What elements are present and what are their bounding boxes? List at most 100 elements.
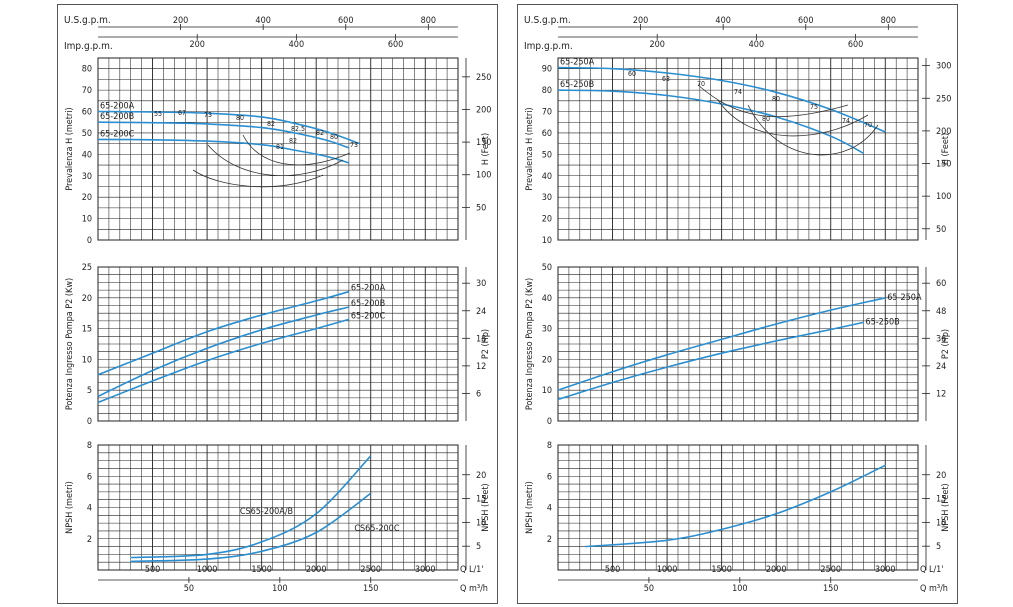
head-ytick-label: 40 xyxy=(542,172,552,182)
head-ft-tick-label: 50 xyxy=(476,203,486,213)
npsh-ft-tick-label: 15 xyxy=(936,495,946,505)
efficiency-label: 82.5 xyxy=(291,125,305,133)
head-series-label: 65-200B xyxy=(100,112,134,122)
npsh-ylabel: NPSH (metri) xyxy=(65,481,75,534)
efficiency-label: 80 xyxy=(762,115,770,123)
npsh-ytick-label: 8 xyxy=(547,441,552,451)
head-ft-tick-label: 200 xyxy=(936,127,951,137)
npsh-frame xyxy=(557,444,919,571)
head-ylabel: Prevalenza H (metri) xyxy=(525,107,535,190)
efficiency-label: 73 xyxy=(204,111,212,119)
power-hp-tick-label: 30 xyxy=(476,279,486,289)
npsh-ytick-label: 2 xyxy=(547,535,552,545)
m3h-tick-label: 50 xyxy=(184,584,194,594)
power-ytick-label: 50 xyxy=(542,263,552,273)
impgpm-tick-label: 200 xyxy=(649,40,664,50)
power-hp-tick-label: 12 xyxy=(936,389,946,399)
npsh-ft-tick-label: 20 xyxy=(936,471,946,481)
m3h-tick-label: 150 xyxy=(363,584,378,594)
head-series-line xyxy=(97,110,361,145)
efficiency-label: 73 xyxy=(350,141,358,149)
head-ylabel: Prevalenza H (metri) xyxy=(65,107,75,190)
power-series-line xyxy=(557,321,864,401)
power-ytick-label: 10 xyxy=(542,386,552,396)
impgpm-axis-label: Imp.g.p.m. xyxy=(64,41,113,52)
head-ytick-label: 70 xyxy=(82,86,92,96)
head-ft-tick-label: 250 xyxy=(476,73,491,83)
usgpm-tick-label: 800 xyxy=(881,16,896,26)
head-ytick-label: 20 xyxy=(82,193,92,203)
head-ft-tick-label: 250 xyxy=(936,94,951,104)
npsh-ytick-label: 2 xyxy=(87,535,92,545)
power-series-label: 65-200B xyxy=(351,299,385,309)
head-ytick-label: 50 xyxy=(542,150,552,160)
impgpm-tick-label: 400 xyxy=(749,40,764,50)
head-series-line xyxy=(97,121,350,149)
impgpm-tick-label: 200 xyxy=(189,40,204,50)
efficiency-label: 82 xyxy=(289,137,297,145)
x-tick-label: 1000 xyxy=(197,565,218,575)
npsh-ft-tick-label: 5 xyxy=(936,542,941,552)
m3h-tick-label: 50 xyxy=(644,584,654,594)
power-series-line xyxy=(97,290,350,376)
power-ytick-label: 20 xyxy=(542,355,552,365)
efficiency-contour xyxy=(697,84,849,118)
chart-panel-65-250: U.S.g.p.m. Imp.g.p.m. 200 400 600 800 200 400 60… xyxy=(517,4,958,604)
efficiency-label: 67 xyxy=(178,109,186,117)
power-frame xyxy=(97,266,459,422)
x-tick-label: 3000 xyxy=(415,565,436,575)
power-ylabel: Potenza Ingresso Pompa P2 (Kw) xyxy=(65,278,75,410)
usgpm-tick-label: 200 xyxy=(633,16,648,26)
head-ft-tick-label: 200 xyxy=(476,105,491,115)
npsh-ft-tick-label: 20 xyxy=(476,471,486,481)
efficiency-contour xyxy=(747,104,879,156)
power-series-line xyxy=(97,318,350,404)
m3h-tick-label: 100 xyxy=(272,584,287,594)
power-series-label: 65-250A xyxy=(887,293,922,303)
head-ylabel2: H (Feet) xyxy=(941,133,951,165)
power-ytick-label: 40 xyxy=(542,294,552,304)
efficiency-label: 60 xyxy=(628,70,636,78)
power-ytick-label: 20 xyxy=(82,294,92,304)
npsh-series-line xyxy=(585,464,886,548)
npsh-series-label: CS65-200C xyxy=(354,524,399,534)
efficiency-label: 80 xyxy=(236,114,244,122)
head-series-label: 65-250B xyxy=(560,80,594,90)
power-ytick-label: 0 xyxy=(87,417,92,427)
power-series-label: 65-250B xyxy=(865,317,899,327)
head-ytick-label: 80 xyxy=(542,86,552,96)
power-ylabel2: P2 (Hp) xyxy=(481,329,491,359)
npsh-ytick-label: 4 xyxy=(87,504,92,514)
x-tick-label: 1000 xyxy=(657,565,678,575)
efficiency-label: 55 xyxy=(154,110,162,118)
usgpm-tick-label: 400 xyxy=(255,16,270,26)
npsh-series-label: CS65-200A/B xyxy=(240,507,293,517)
npsh-ytick-label: 4 xyxy=(547,504,552,514)
npsh-series-line xyxy=(130,492,372,563)
efficiency-label: 81 xyxy=(276,143,284,151)
chart-panel-65-200: U.S.g.p.m. Imp.g.p.m. 200 400 600 800 200 400 60… xyxy=(57,4,498,604)
power-ytick-label: 5 xyxy=(87,386,92,396)
efficiency-label: 63 xyxy=(662,75,670,83)
efficiency-contour xyxy=(207,144,344,176)
head-ytick-label: 10 xyxy=(542,236,552,246)
usgpm-tick-label: 800 xyxy=(421,16,436,26)
head-ytick-label: 10 xyxy=(82,215,92,225)
power-ylabel: Potenza Ingresso Pompa P2 (Kw) xyxy=(525,278,535,410)
head-ft-tick-label: 100 xyxy=(936,192,951,202)
m3h-axis-label: Q m³/h xyxy=(920,584,948,594)
efficiency-label: 82 xyxy=(267,120,275,128)
head-ytick-label: 50 xyxy=(82,129,92,139)
head-series-label: 65-250A xyxy=(560,58,595,68)
efficiency-label: 70 xyxy=(697,80,705,88)
head-ft-tick-label: 300 xyxy=(936,62,951,72)
npsh-ft-tick-label: 10 xyxy=(936,518,946,528)
x-tick-label: 2000 xyxy=(766,565,787,575)
power-ytick-label: 15 xyxy=(82,325,92,335)
power-series-label: 65-200A xyxy=(351,284,386,294)
head-ytick-label: 30 xyxy=(542,193,552,203)
head-frame xyxy=(557,57,919,241)
head-ft-tick-label: 50 xyxy=(936,225,946,235)
